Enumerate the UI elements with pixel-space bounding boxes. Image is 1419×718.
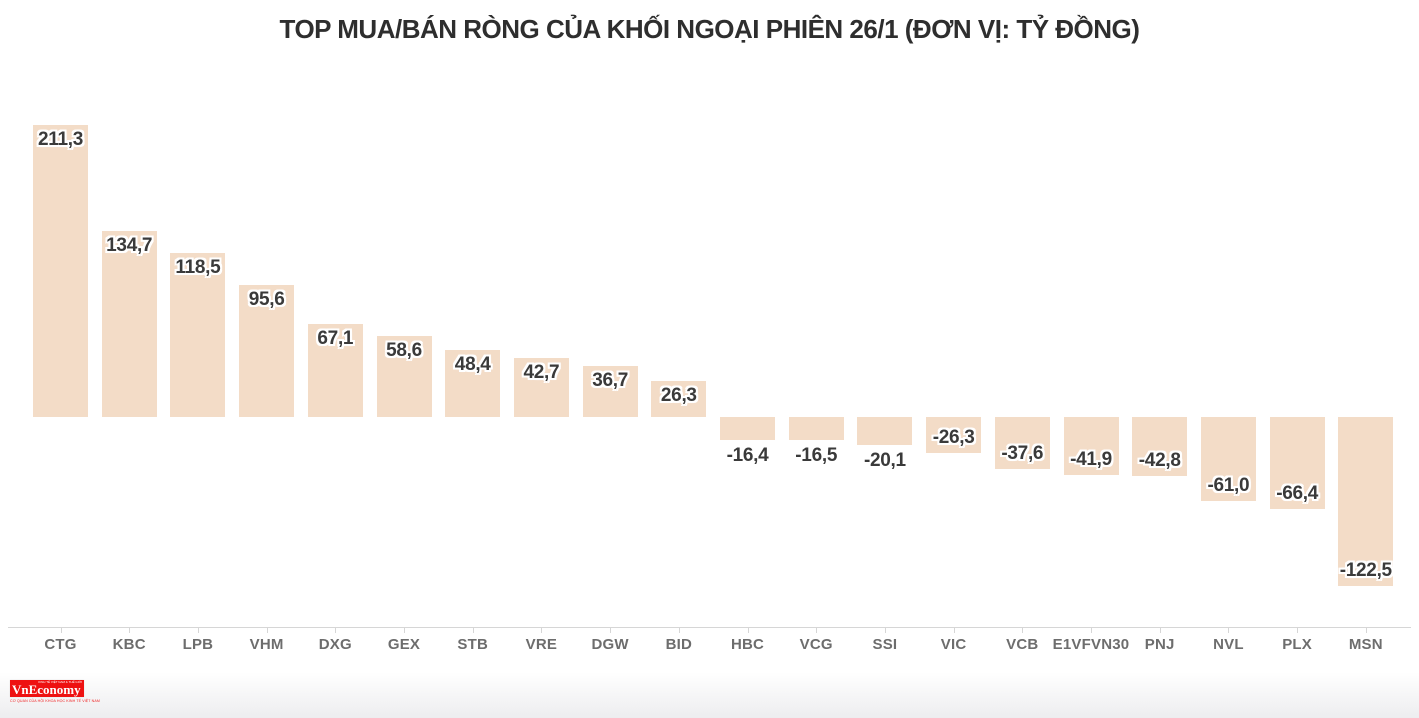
x-axis-tick	[266, 627, 268, 633]
bar	[1063, 417, 1119, 475]
x-axis-label: VIC	[940, 636, 967, 653]
x-axis-tick	[1022, 627, 1024, 633]
x-axis-label: STB	[457, 636, 488, 653]
x-axis-label: PNJ	[1144, 636, 1175, 653]
bar	[239, 284, 295, 417]
bar-value-label: -16,4	[726, 444, 769, 466]
bar	[376, 336, 432, 417]
x-axis-label: E1VFVN30	[1052, 636, 1130, 653]
bar-value-label: 26,3	[660, 384, 697, 406]
x-axis-label: CTG	[44, 636, 77, 653]
logo-wordmark: VnEconomy	[12, 682, 81, 697]
x-axis-label: VCB	[1006, 636, 1039, 653]
x-axis-label: VHM	[249, 636, 284, 653]
bar-value-label: -41,9	[1070, 448, 1112, 470]
bar	[513, 357, 569, 417]
x-axis-tick	[472, 627, 474, 633]
bar-value-label: 95,6	[248, 288, 285, 310]
bar-value-label: -42,8	[1138, 450, 1181, 472]
bar	[170, 253, 226, 417]
x-axis-label: VRE	[525, 636, 558, 653]
bar-value-label: 36,7	[592, 370, 628, 392]
x-axis-label: HBC	[730, 636, 765, 653]
bar	[857, 417, 913, 445]
x-axis-label: MSN	[1348, 636, 1383, 653]
bar-value-label: -37,6	[1001, 442, 1044, 464]
bar-value-label: -61,0	[1207, 475, 1250, 497]
bar	[33, 125, 88, 417]
bar-value-label: -122,5	[1339, 560, 1392, 582]
bar-value-label: -16,5	[795, 444, 838, 466]
bar-value-label: -26,3	[932, 427, 975, 449]
x-axis-tick	[1228, 627, 1230, 633]
x-axis-tick	[816, 627, 818, 633]
x-axis-tick	[1297, 627, 1299, 633]
x-axis-tick	[129, 627, 131, 633]
bar	[1338, 417, 1394, 587]
bar	[1200, 417, 1256, 502]
bar-value-label: 211,3	[38, 129, 83, 150]
x-axis-tick	[404, 627, 405, 633]
x-axis-label: GEX	[387, 636, 421, 653]
chart-title: TOP MUA/BÁN RÒNG CỦA KHỐI NGOẠI PHIÊN 26…	[279, 14, 1140, 44]
bar	[445, 350, 501, 417]
x-axis-label: BID	[665, 636, 693, 653]
x-axis-label: SSI	[872, 636, 898, 653]
vneconomy-logo: KINH TẾ VIỆT NAM & THẾ GIỚI VnEconomy CƠ…	[10, 680, 100, 703]
x-axis-tick	[60, 627, 62, 633]
bar	[101, 230, 157, 417]
x-axis-tick	[747, 627, 749, 633]
x-axis-label: VCG	[799, 636, 833, 653]
bar-value-label: 48,4	[454, 354, 491, 376]
bar-value-label: 58,6	[386, 340, 422, 362]
bar-value-label: 42,7	[523, 361, 560, 383]
bar-value-label: -20,1	[863, 449, 906, 471]
bar	[994, 417, 1050, 469]
x-axis-label: DGW	[591, 636, 629, 653]
bar-value-label: 67,1	[317, 328, 354, 350]
x-axis-label: KBC	[112, 636, 146, 653]
x-axis-tick	[884, 627, 886, 633]
x-axis-tick	[953, 627, 955, 633]
x-axis-label: PLX	[1282, 636, 1312, 653]
x-axis-tick	[335, 627, 337, 633]
vneconomy-logo-box: KINH TẾ VIỆT NAM & THẾ GIỚI VnEconomy	[10, 680, 84, 697]
bar-value-label: 118,5	[175, 257, 221, 279]
bar-value-label: -66,4	[1276, 482, 1318, 504]
bar	[1132, 417, 1188, 477]
x-axis-label: LPB	[182, 636, 214, 653]
bar	[1269, 417, 1325, 509]
x-axis-label: NVL	[1213, 636, 1244, 653]
x-axis-tick	[610, 627, 612, 633]
x-axis-tick	[541, 627, 543, 633]
x-axis-tick	[1159, 627, 1161, 633]
x-axis-tick	[197, 627, 199, 633]
logo-tagline-bottom: CƠ QUAN CỦA HỘI KHOA HỌC KINH TẾ VIỆT NA…	[10, 699, 100, 703]
x-axis-line	[8, 627, 1411, 628]
bar	[582, 366, 638, 417]
bar	[307, 324, 363, 417]
bar	[651, 380, 707, 417]
bar	[720, 417, 775, 440]
x-axis-tick	[678, 627, 680, 633]
x-axis-label: DXG	[318, 636, 352, 653]
bar	[926, 417, 982, 454]
bar	[788, 417, 844, 440]
bar-value-label: 134,7	[106, 234, 153, 256]
x-axis-tick	[1365, 627, 1367, 633]
logo-tagline-top: KINH TẾ VIỆT NAM & THẾ GIỚI	[38, 680, 82, 684]
x-axis-tick	[1091, 627, 1092, 633]
